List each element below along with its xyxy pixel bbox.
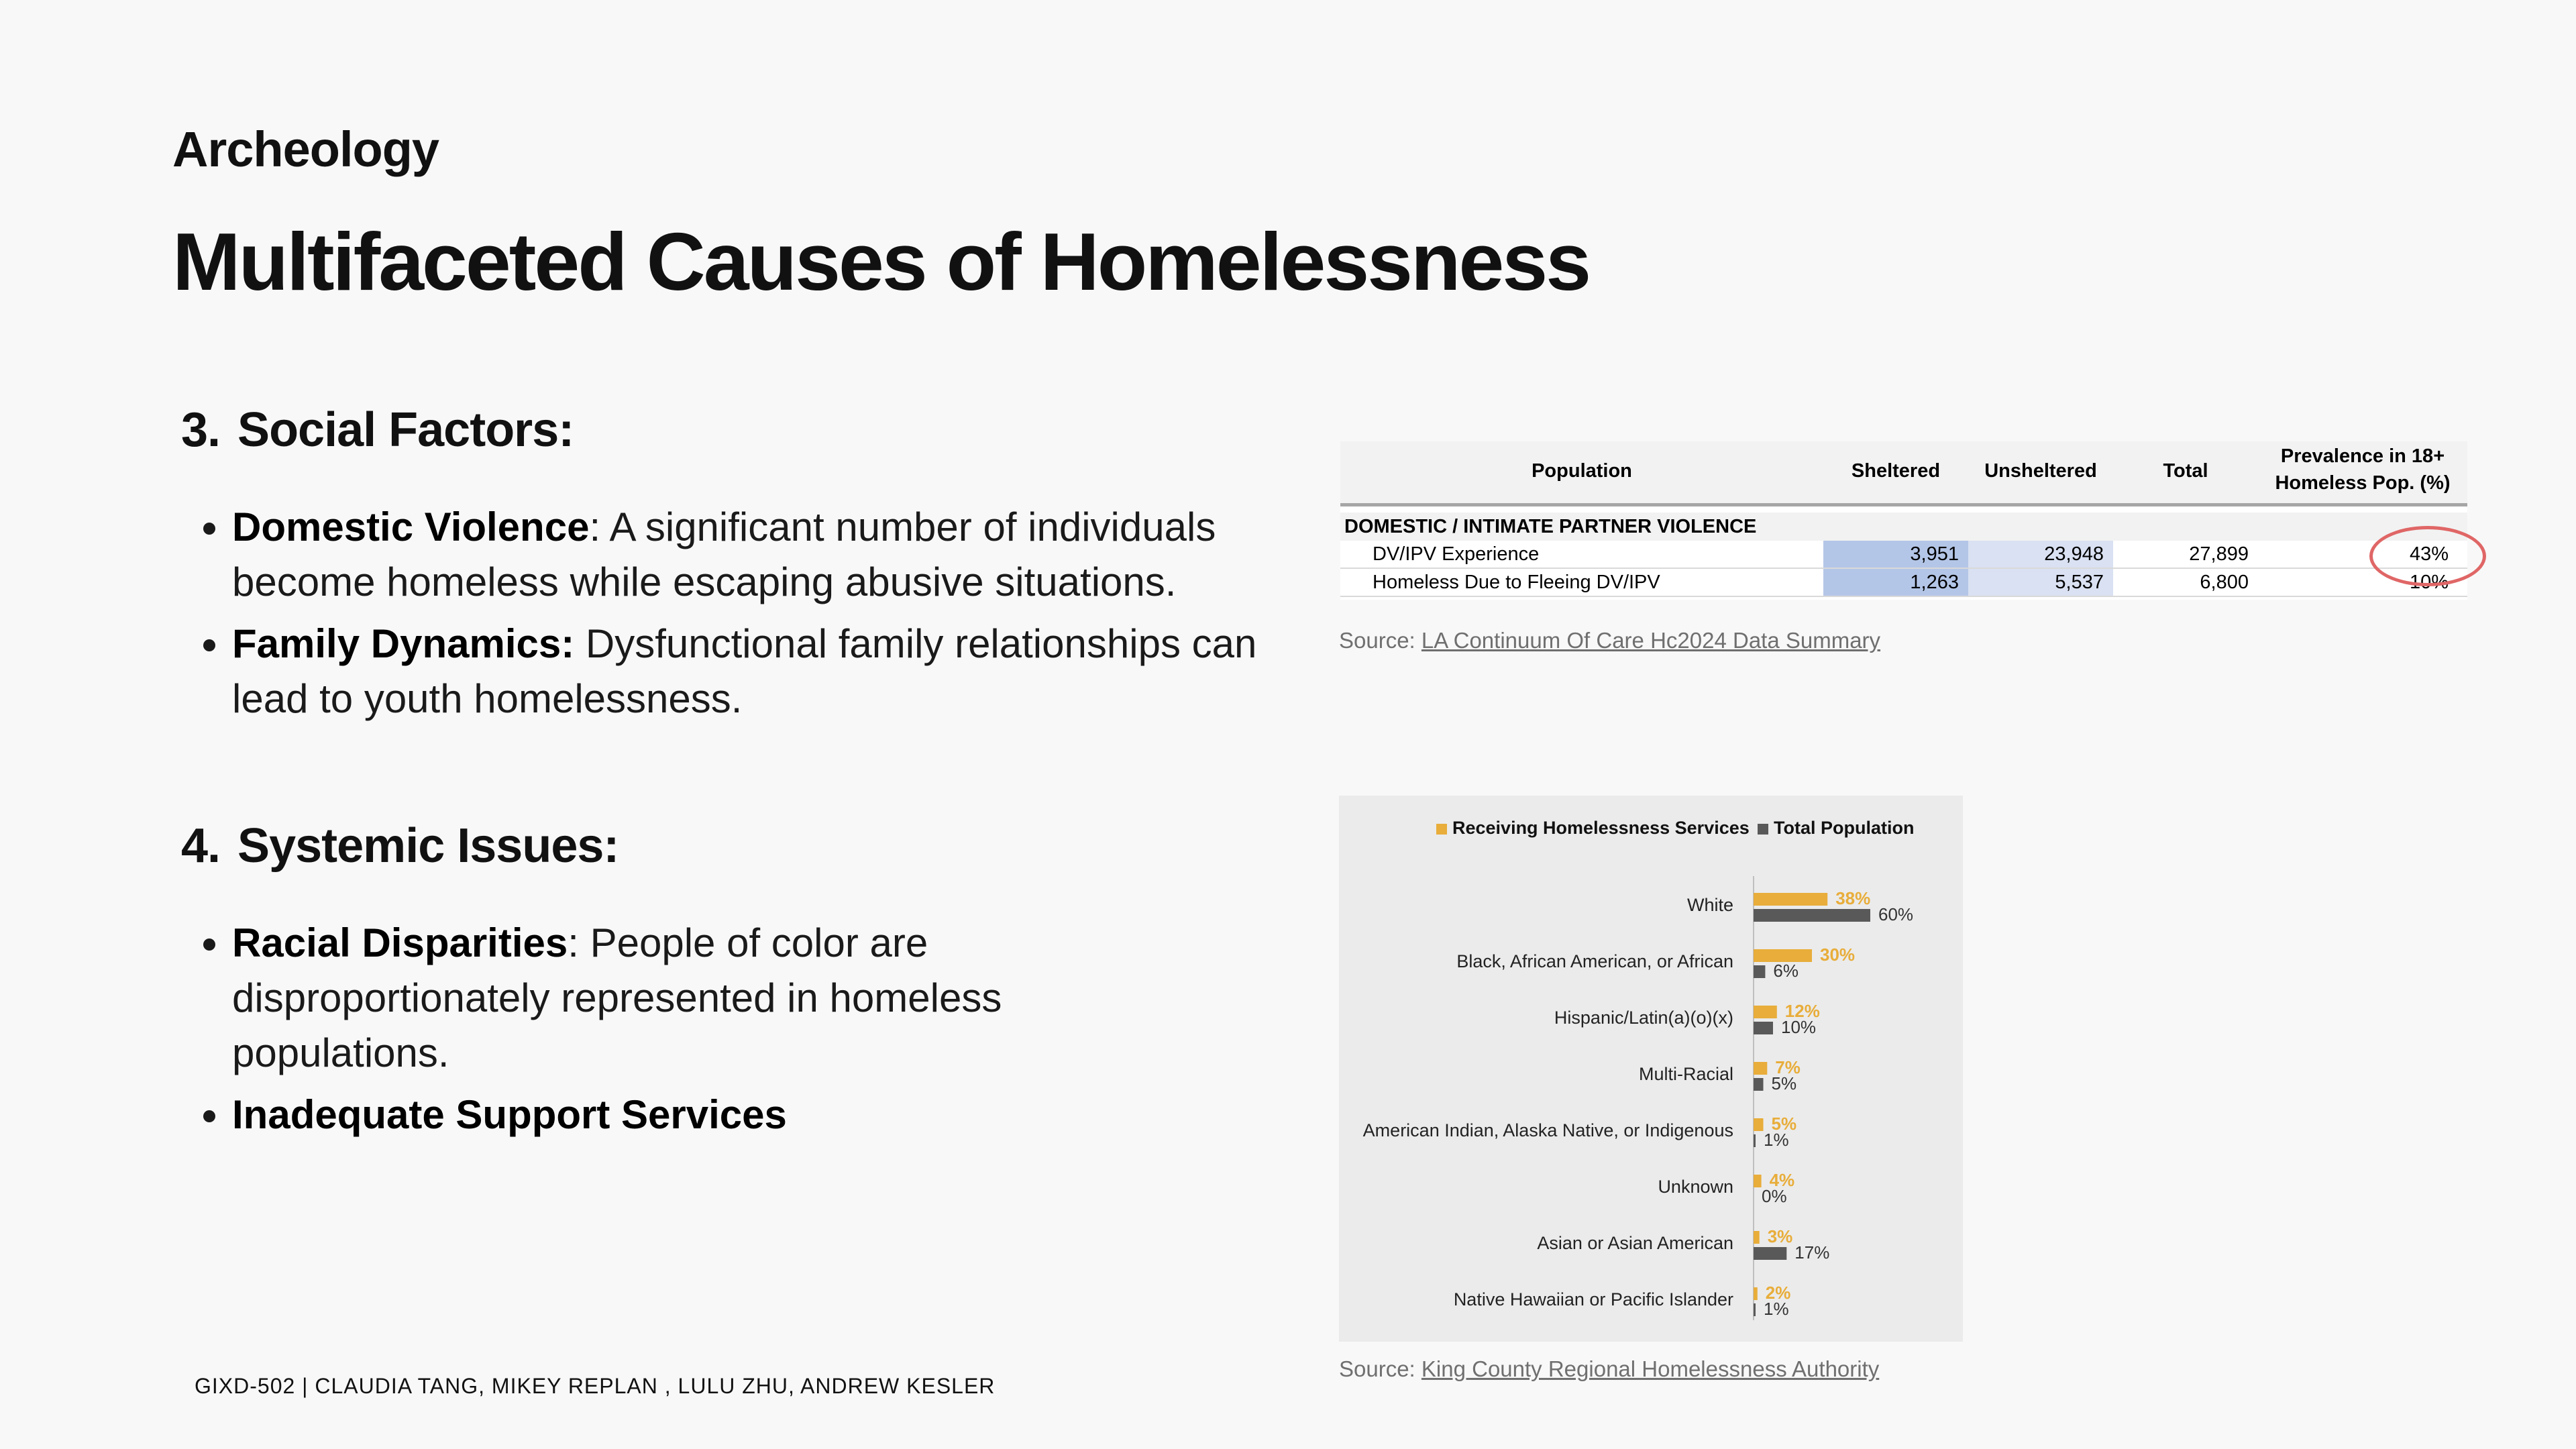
data-label: 60%: [1878, 904, 1913, 924]
bar: [1754, 909, 1870, 922]
table-source: Source: LA Continuum Of Care Hc2024 Data…: [1339, 628, 1880, 653]
bar: [1754, 1247, 1787, 1260]
footer-credits: GIXD-502 | CLAUDIA TANG, MIKEY REPLAN , …: [195, 1374, 996, 1398]
bullet-family-dynamics: Family Dynamics: Dysfunctional family re…: [232, 616, 1332, 727]
chart-source-link[interactable]: King County Regional Homelessness Author…: [1421, 1356, 1880, 1381]
data-label: 38%: [1835, 888, 1870, 908]
data-label: 12%: [1785, 1001, 1820, 1021]
bar: [1754, 1078, 1764, 1091]
race-bar-chart: Receiving Homelessness Services Total Pop…: [1339, 796, 1963, 1342]
col-header-unsheltered: Unsheltered: [1984, 460, 2097, 482]
cell-unsheltered: 23,948: [1968, 541, 2113, 568]
section-title: Social Factors:: [237, 403, 574, 457]
legend-label: Total Population: [1774, 818, 1914, 838]
data-label: 4%: [1770, 1170, 1795, 1190]
bar: [1754, 1134, 1756, 1147]
data-label: 3%: [1768, 1226, 1793, 1246]
legend-label: Receiving Homelessness Services: [1452, 818, 1750, 838]
category-label: Multi-Racial: [1639, 1064, 1733, 1084]
row-label: DV/IPV Experience: [1373, 543, 1540, 565]
bullet-support-services: Inadequate Support Services: [232, 1087, 1104, 1142]
prevalence-line-2: Homeless Pop. (%): [2275, 472, 2451, 494]
data-label: 6%: [1773, 961, 1799, 981]
bar: [1754, 1231, 1760, 1244]
section-heading-systemic: 4. Systemic Issues:: [181, 818, 619, 873]
section-title: Systemic Issues:: [237, 819, 619, 873]
category-label: White: [1687, 895, 1733, 915]
legend-swatch: [1436, 824, 1447, 835]
bullet-text: Dysfunctional family relationships can l…: [232, 621, 1257, 721]
social-factors-list: Domestic Violence: A significant number …: [193, 500, 1332, 733]
data-label: 1%: [1764, 1130, 1789, 1150]
kicker: Archeology: [172, 121, 439, 177]
bar: [1754, 1287, 1758, 1300]
bullet-term: Racial Disparities: [232, 920, 568, 965]
page-title: Multifaceted Causes of Homelessness: [172, 216, 1591, 307]
source-prefix: Source:: [1339, 628, 1421, 653]
category-label: Black, African American, or African: [1456, 951, 1733, 971]
dv-data-table: Population Sheltered Unsheltered Total P…: [1340, 441, 2467, 600]
data-label: 17%: [1794, 1242, 1829, 1263]
data-label: 5%: [1772, 1114, 1797, 1134]
data-label: 0%: [1762, 1186, 1787, 1206]
data-label: 10%: [1781, 1017, 1816, 1037]
cell-total: 27,899: [2189, 543, 2249, 565]
bullet-term: Domestic Violence: [232, 504, 590, 549]
col-header-population: Population: [1532, 460, 1632, 482]
chart-svg: Receiving Homelessness Services Total Pop…: [1363, 818, 1914, 1320]
bar: [1754, 893, 1828, 906]
section-number: 4.: [181, 819, 221, 873]
bar: [1754, 965, 1766, 978]
data-label: 7%: [1775, 1057, 1801, 1077]
cell-unsheltered: 5,537: [1968, 569, 2113, 596]
table-section-label: DOMESTIC / INTIMATE PARTNER VIOLENCE: [1340, 513, 2467, 541]
bar: [1754, 1118, 1764, 1131]
table-header-row: Population Sheltered Unsheltered Total P…: [1340, 441, 2467, 506]
category-label: Hispanic/Latin(a)(o)(x): [1554, 1008, 1733, 1028]
bullet-text: : People of color are disproportionately…: [232, 920, 1002, 1075]
prevalence-line-1: Prevalence in 18+: [2280, 445, 2445, 467]
category-label: American Indian, Alaska Native, or Indig…: [1363, 1120, 1733, 1140]
bar: [1754, 1006, 1777, 1018]
category-label: Unknown: [1658, 1177, 1733, 1197]
cell-sheltered: 3,951: [1823, 541, 1968, 568]
data-label: 30%: [1820, 945, 1855, 965]
section-heading-social: 3. Social Factors:: [181, 402, 574, 458]
cell-total: 6,800: [2200, 572, 2249, 593]
highlight-circle: [2369, 526, 2486, 586]
data-label: 5%: [1772, 1073, 1797, 1093]
category-label: Asian or Asian American: [1537, 1233, 1733, 1253]
col-header-total: Total: [2163, 460, 2208, 482]
col-header-prevalence: Prevalence in 18+ Homeless Pop. (%): [2258, 443, 2467, 496]
bar: [1754, 1175, 1762, 1187]
bullet-term: Family Dynamics:: [232, 621, 575, 666]
systemic-issues-list: Racial Disparities: People of color are …: [193, 916, 1104, 1149]
table-source-link[interactable]: LA Continuum Of Care Hc2024 Data Summary: [1421, 628, 1881, 653]
cell-sheltered: 1,263: [1823, 569, 1968, 596]
bar: [1754, 1022, 1773, 1034]
bar: [1754, 1303, 1756, 1316]
bullet-text: : A significant number of individuals be…: [232, 504, 1216, 604]
bullet-racial-disparities: Racial Disparities: People of color are …: [232, 916, 1104, 1081]
chart-source: Source: King County Regional Homelessnes…: [1339, 1356, 1879, 1382]
bullet-domestic-violence: Domestic Violence: A significant number …: [232, 500, 1332, 610]
data-label: 1%: [1764, 1299, 1789, 1319]
bar: [1754, 1062, 1768, 1075]
bar: [1754, 949, 1812, 962]
table-row: DV/IPV Experience 3,951 23,948 27,899 43…: [1340, 541, 2467, 569]
data-label: 2%: [1766, 1283, 1791, 1303]
col-header-sheltered: Sheltered: [1851, 460, 1941, 482]
source-prefix: Source:: [1339, 1356, 1421, 1381]
legend-swatch: [1758, 824, 1768, 835]
table-row: Homeless Due to Fleeing DV/IPV 1,263 5,5…: [1340, 569, 2467, 597]
category-label: Native Hawaiian or Pacific Islander: [1454, 1289, 1733, 1309]
bullet-term: Inadequate Support Services: [232, 1092, 787, 1137]
row-label: Homeless Due to Fleeing DV/IPV: [1373, 572, 1660, 593]
section-number: 3.: [181, 403, 221, 457]
